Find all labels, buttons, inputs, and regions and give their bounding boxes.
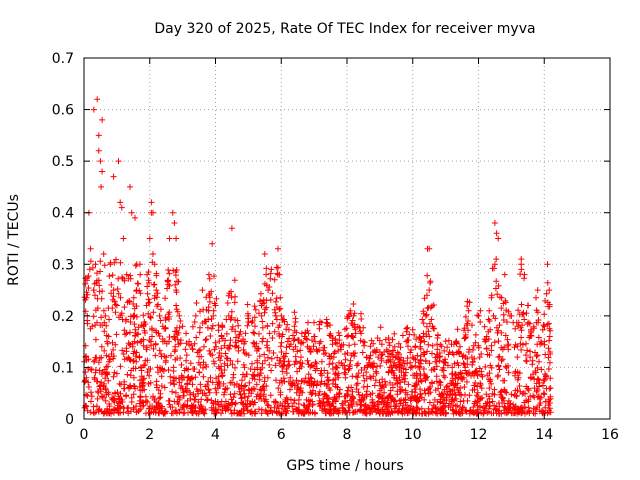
x-tick-label: 2 bbox=[145, 427, 154, 443]
y-tick-label: 0.6 bbox=[52, 103, 74, 119]
x-tick-label: 8 bbox=[343, 427, 352, 443]
x-tick-label: 4 bbox=[211, 427, 220, 443]
data-points bbox=[81, 96, 554, 417]
grid-layer bbox=[84, 58, 610, 419]
y-axis-label: ROTI / TECUs bbox=[6, 194, 22, 286]
y-tick-label: 0.2 bbox=[52, 309, 74, 325]
x-tick-label: 12 bbox=[470, 427, 488, 443]
x-tick-label: 0 bbox=[80, 427, 89, 443]
y-tick-label: 0.3 bbox=[52, 257, 74, 273]
x-tick-label: 14 bbox=[535, 427, 553, 443]
chart-title: Day 320 of 2025, Rate Of TEC Index for r… bbox=[154, 21, 535, 37]
y-tick-label: 0.4 bbox=[52, 206, 74, 222]
x-axis-label: GPS time / hours bbox=[286, 458, 403, 474]
x-tick-label: 6 bbox=[277, 427, 286, 443]
y-tick-label: 0.5 bbox=[52, 154, 74, 170]
y-tick-label: 0.1 bbox=[52, 360, 74, 376]
x-tick-label: 10 bbox=[404, 427, 422, 443]
x-tick-label: 16 bbox=[601, 427, 619, 443]
axis-ticks: 0 2 4 6 8 10 12 14 16 0 0.1 0.2 0.3 0.4 0.5 0.6 0.7 bbox=[52, 51, 619, 443]
y-tick-label: 0 bbox=[65, 412, 74, 428]
y-tick-label: 0.7 bbox=[52, 51, 74, 67]
plus-marker bbox=[81, 96, 554, 417]
